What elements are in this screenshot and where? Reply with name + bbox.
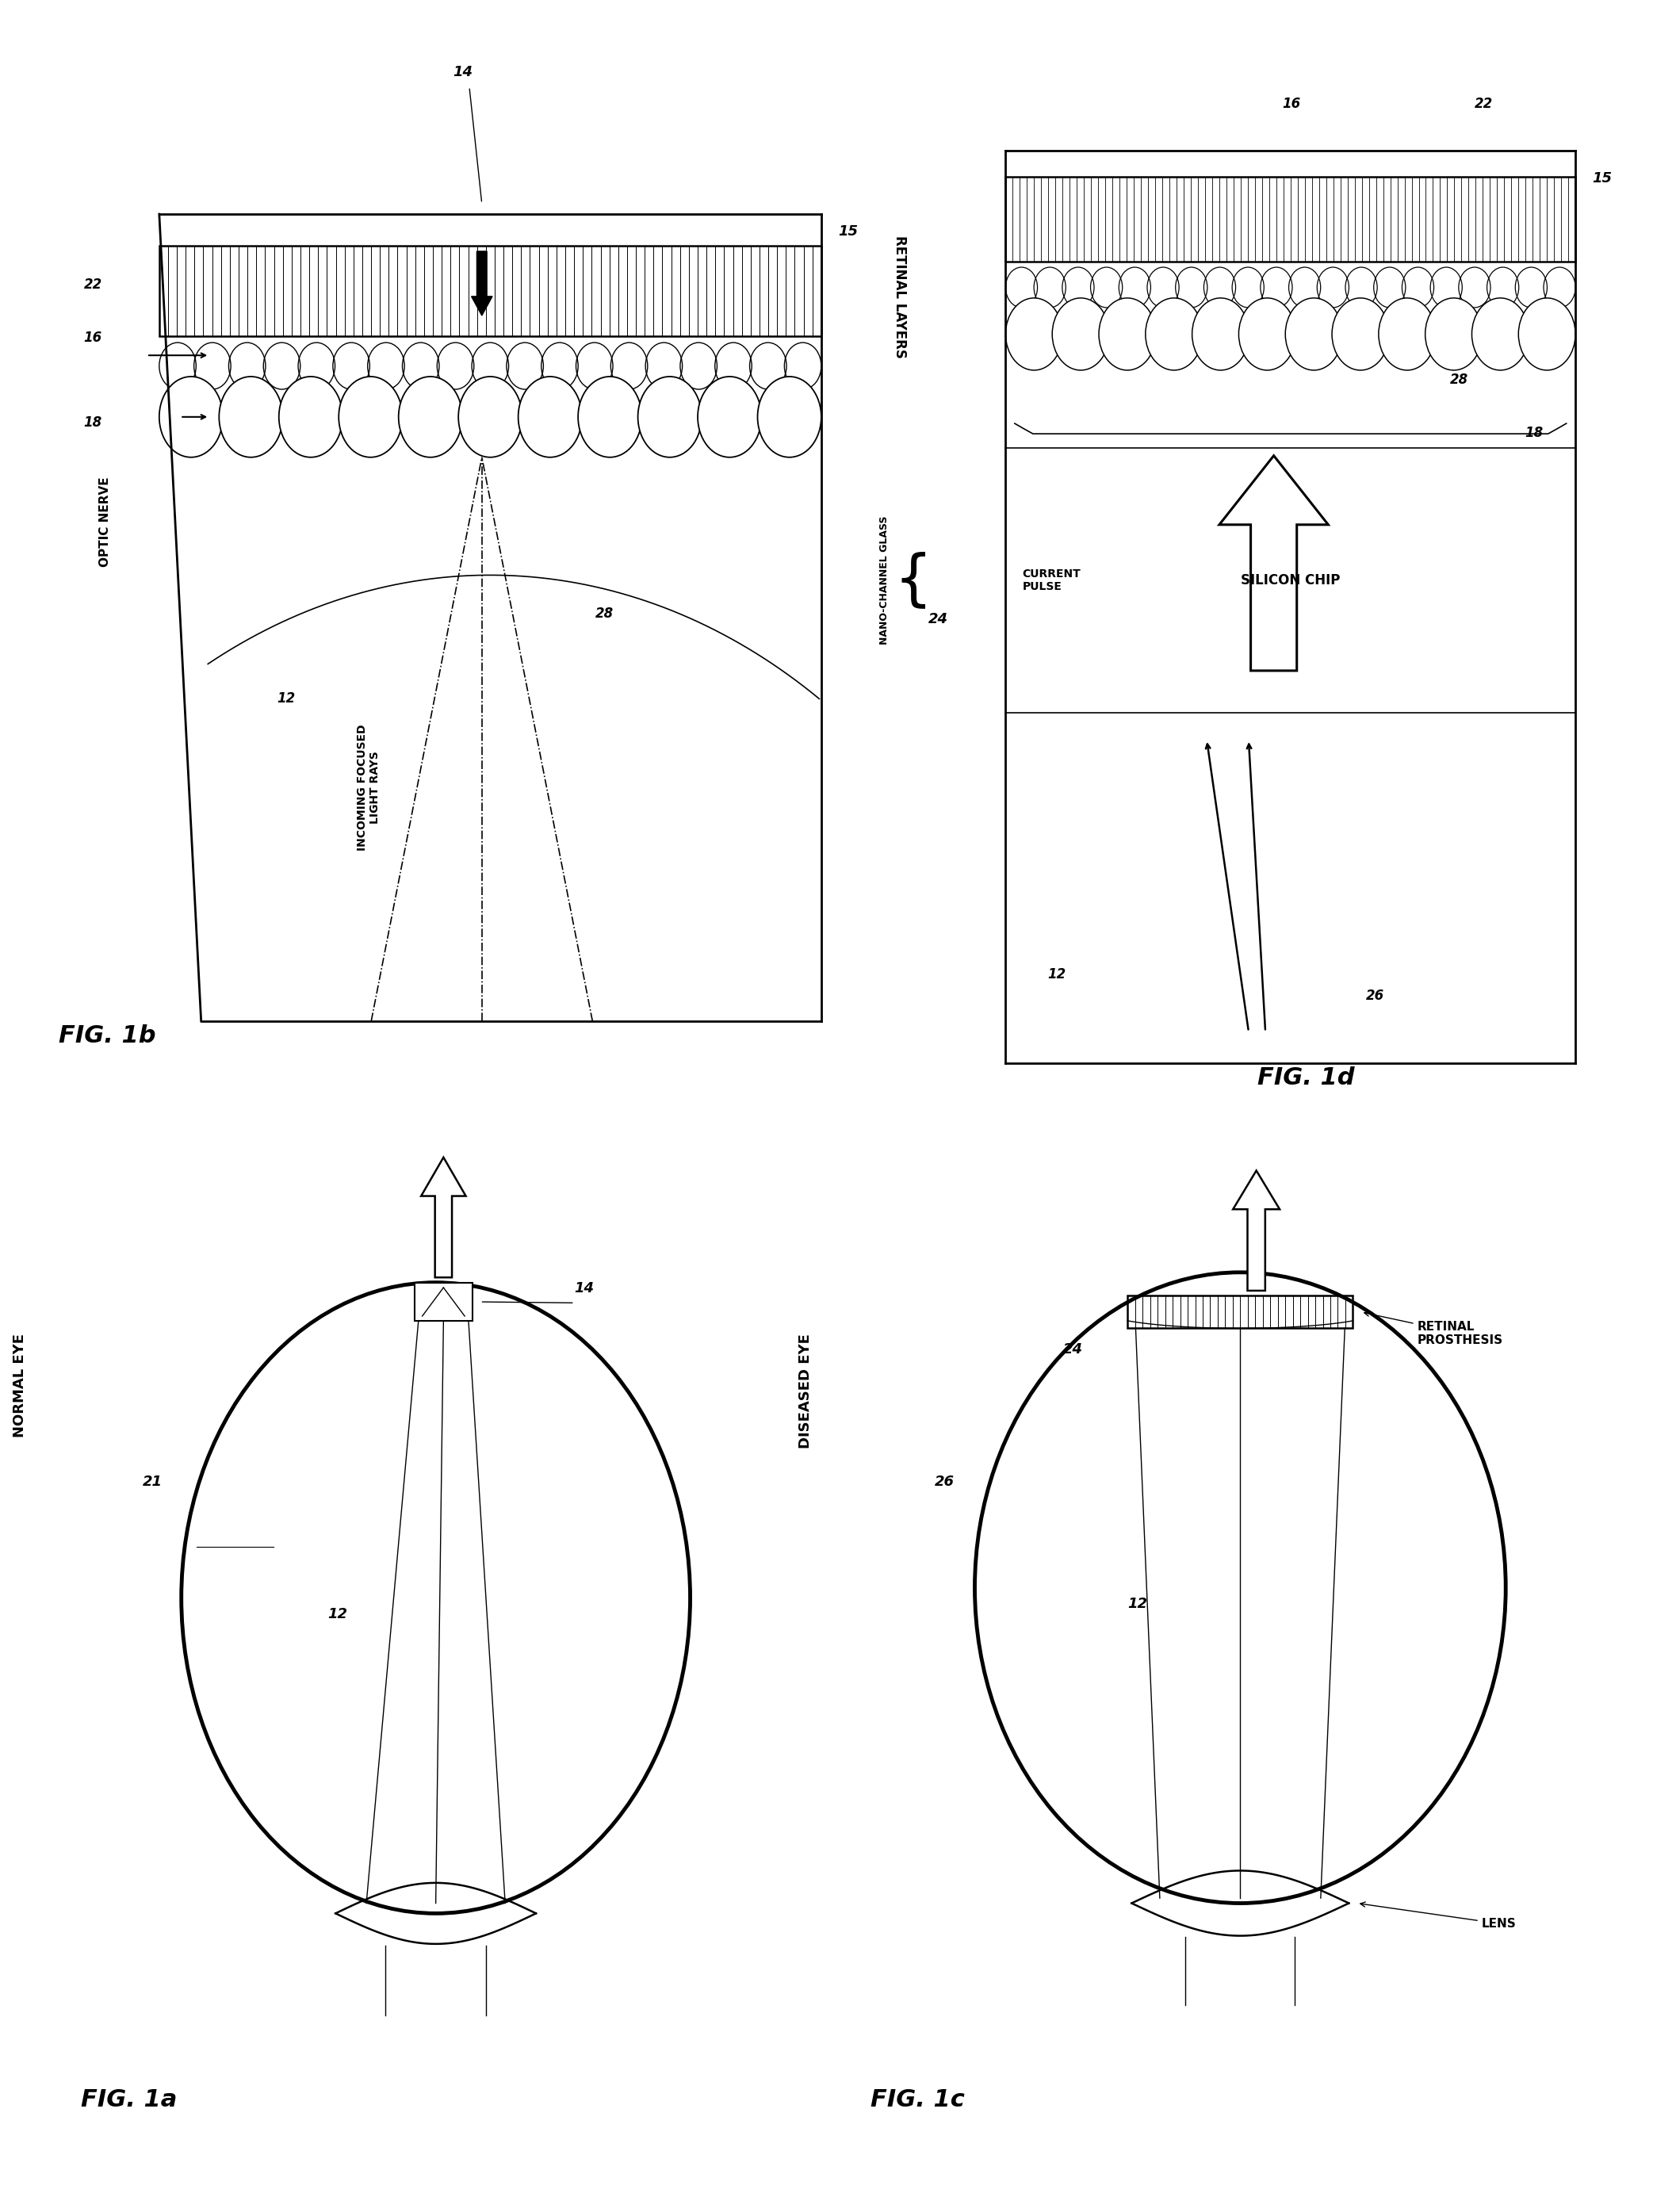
Circle shape [339, 376, 402, 458]
Text: 15: 15 [1592, 170, 1612, 186]
Text: LENS: LENS [1361, 1902, 1517, 1929]
Bar [1006, 177, 1575, 261]
Text: NANO-CHANNEL GLASS: NANO-CHANNEL GLASS [878, 515, 890, 646]
FancyArrow shape [1218, 456, 1327, 670]
Text: 28: 28 [595, 606, 613, 622]
Text: RETINAL
PROSTHESIS: RETINAL PROSTHESIS [1364, 1312, 1503, 1347]
Circle shape [697, 376, 761, 458]
FancyArrow shape [1234, 1170, 1280, 1290]
Text: 12: 12 [1128, 1597, 1148, 1610]
Text: 15: 15 [838, 223, 858, 239]
FancyArrow shape [471, 252, 493, 316]
Circle shape [1425, 299, 1482, 369]
Circle shape [1053, 299, 1110, 369]
FancyArrow shape [421, 1157, 466, 1276]
Circle shape [1379, 299, 1436, 369]
Circle shape [758, 376, 821, 458]
Circle shape [1145, 299, 1202, 369]
Circle shape [1518, 299, 1575, 369]
Text: 14: 14 [453, 64, 473, 80]
Text: 22: 22 [84, 276, 102, 292]
Text: 28: 28 [1450, 374, 1468, 387]
Circle shape [578, 376, 642, 458]
Text: FIG. 1c: FIG. 1c [870, 2088, 964, 2112]
Text: 24: 24 [929, 613, 949, 626]
Text: NORMAL EYE: NORMAL EYE [12, 1334, 27, 1438]
Text: 12: 12 [328, 1608, 347, 1621]
Bar [159, 246, 821, 336]
Circle shape [518, 376, 582, 458]
Text: 12: 12 [1048, 967, 1066, 982]
Text: FIG. 1b: FIG. 1b [59, 1024, 156, 1046]
Text: CURRENT
PULSE: CURRENT PULSE [1022, 568, 1081, 593]
Text: FIG. 1a: FIG. 1a [80, 2088, 178, 2112]
Circle shape [1099, 299, 1156, 369]
Text: 18: 18 [84, 416, 102, 429]
Text: 22: 22 [1475, 97, 1493, 111]
Text: 12: 12 [277, 692, 295, 706]
Text: 26: 26 [935, 1475, 954, 1489]
Circle shape [1006, 299, 1063, 369]
Circle shape [1285, 299, 1342, 369]
Text: 16: 16 [1282, 97, 1301, 111]
Circle shape [159, 376, 223, 458]
Text: OPTIC NERVE: OPTIC NERVE [99, 478, 111, 566]
Bar [1128, 1296, 1353, 1327]
Circle shape [399, 376, 463, 458]
Circle shape [1332, 299, 1389, 369]
Text: 26: 26 [1366, 989, 1384, 1002]
Text: 14: 14 [575, 1281, 595, 1296]
Circle shape [639, 376, 702, 458]
Circle shape [1472, 299, 1529, 369]
Text: 16: 16 [84, 330, 102, 345]
Text: FIG. 1d: FIG. 1d [1257, 1066, 1354, 1091]
Circle shape [459, 376, 523, 458]
Text: 24: 24 [1063, 1343, 1083, 1356]
Circle shape [278, 376, 342, 458]
Circle shape [220, 376, 283, 458]
Text: {: { [895, 551, 932, 611]
Bar [414, 1283, 473, 1321]
Text: 21: 21 [142, 1475, 163, 1489]
Circle shape [1192, 299, 1249, 369]
Text: INCOMING FOCUSED
LIGHT RAYS: INCOMING FOCUSED LIGHT RAYS [357, 723, 380, 852]
Text: SILICON CHIP: SILICON CHIP [1240, 573, 1341, 588]
Text: RETINAL LAYERS: RETINAL LAYERS [892, 234, 907, 358]
Text: 18: 18 [1525, 427, 1544, 440]
Text: DISEASED EYE: DISEASED EYE [799, 1334, 813, 1449]
Circle shape [1239, 299, 1296, 369]
